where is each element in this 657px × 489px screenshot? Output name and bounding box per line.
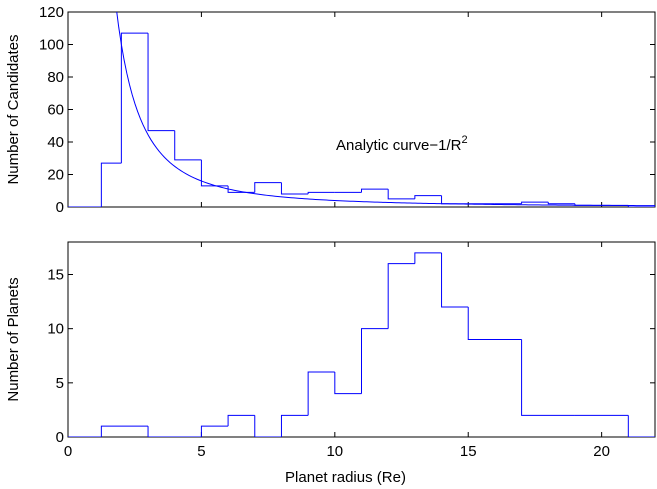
top-bin (254, 182, 282, 193)
top-bin (387, 189, 415, 200)
bottom-y-tick-label: 0 (56, 429, 64, 446)
top-bin (280, 182, 309, 195)
bottom-bin (387, 263, 415, 329)
top-y-tick-label: 20 (47, 167, 64, 184)
bottom-bin (521, 339, 575, 416)
bottom-y-tick-label: 10 (47, 321, 64, 338)
bottom-y-tick-label: 15 (47, 267, 64, 284)
bottom-x-tick-label: 5 (197, 443, 205, 460)
bottom-bin (414, 252, 442, 264)
top-bin (100, 162, 122, 207)
top-bin (147, 33, 175, 132)
bottom-bin (467, 307, 522, 340)
top-y-tick-label: 80 (47, 69, 64, 86)
bottom-x-tick-label: 15 (460, 443, 477, 460)
top-bin (174, 130, 202, 161)
bottom-bin (200, 425, 229, 437)
bottom-axes-frame (67, 241, 656, 438)
bottom-bin (227, 414, 255, 427)
bottom-y-tick-label: 5 (56, 375, 64, 392)
top-bin (361, 188, 389, 193)
top-y-tick-label: 40 (47, 134, 64, 151)
curve-annotation-superscript: 2 (461, 134, 467, 146)
top-bin (547, 202, 575, 205)
bottom-trailing-baseline (627, 415, 655, 437)
top-bin (200, 159, 229, 187)
curve-annotation: Analytic curve−1/R2 (336, 134, 468, 154)
bottom-histogram (68, 252, 655, 437)
top-bin (521, 201, 549, 204)
top-y-tick-label: 0 (56, 199, 64, 216)
bottom-bin (147, 426, 202, 437)
top-y-tick-label: 60 (47, 102, 64, 119)
top-panel: 0 20 40 60 80 100 120 Analytic curve−1/R2 Number… (5, 4, 656, 216)
top-bin (120, 32, 149, 164)
bottom-bin (441, 252, 469, 308)
bottom-x-tick-label: 10 (326, 443, 343, 460)
top-bin (307, 191, 335, 194)
x-axis-label: Planet radius (Re) (285, 469, 406, 486)
curve-annotation-text: Analytic curve−1/R (336, 137, 462, 154)
top-bin (441, 195, 469, 205)
bottom-bin (280, 414, 309, 437)
bottom-bin (100, 425, 149, 437)
bottom-x-tick-label: 20 (593, 443, 610, 460)
top-histogram (68, 12, 655, 207)
bottom-bin (334, 372, 362, 395)
analytic-curve (116, 12, 655, 207)
bottom-panel: 0 5 10 15 0 5 10 15 20 Number of Planets Planet ra… (5, 241, 656, 486)
top-y-axis-label: Number of Candidates (5, 34, 22, 184)
top-bin (414, 195, 442, 199)
bottom-bin (307, 371, 335, 416)
top-y-tick-label: 120 (39, 4, 64, 21)
bottom-x-tick-label: 0 (64, 443, 72, 460)
bottom-bin (361, 328, 389, 394)
bottom-y-axis-label: Number of Planets (5, 277, 22, 401)
top-y-tick-label: 100 (39, 37, 64, 54)
bottom-bin (254, 415, 282, 437)
top-axes-frame (67, 11, 656, 208)
